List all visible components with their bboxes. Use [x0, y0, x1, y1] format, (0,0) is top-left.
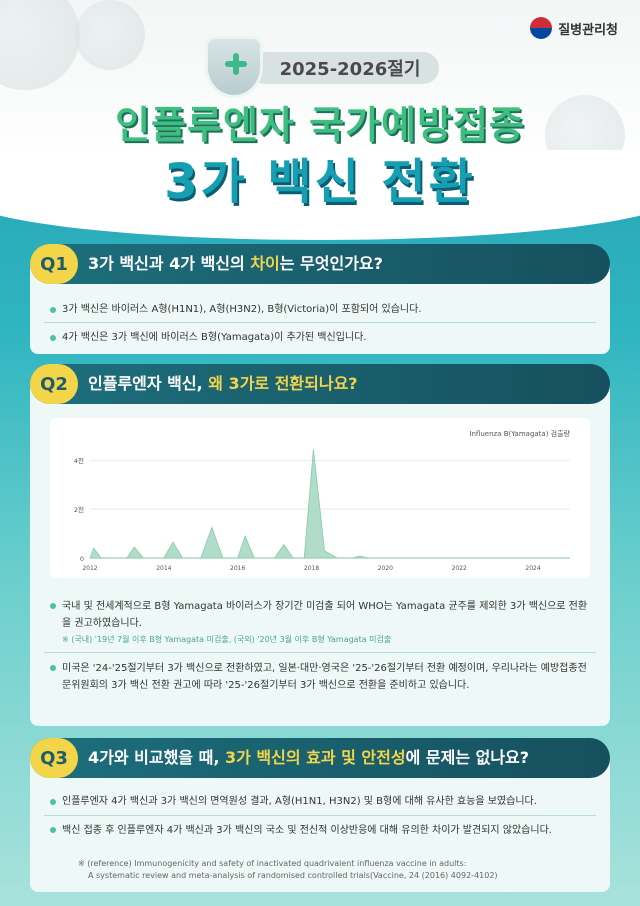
q3-reference-1: ※ (reference) Immunogenicity and safety … [78, 859, 467, 868]
divider [44, 815, 596, 816]
header-wave [0, 150, 640, 240]
x-tick-label: 2012 [82, 565, 97, 572]
q1-title: 3가 백신과 4가 백신의 차이는 무엇인가요? [88, 244, 383, 284]
q1-bullet-1: 3가 백신은 바이러스 A형(H1N1), A형(H3N2), B형(Victo… [50, 302, 594, 318]
q2-title-highlight: 왜 3가로 전환되나요? [208, 374, 358, 393]
x-tick-label: 2024 [525, 565, 540, 572]
q3-bullet-2: 백신 접종 후 인플루엔자 4가 백신과 3가 백신의 국소 및 전신적 이상반… [50, 822, 594, 839]
q2-bullet-1: 국내 및 전세계적으로 B형 Yamagata 바이러스가 장기간 미검출 되어… [50, 598, 594, 632]
q2-title-part1: 인플루엔자 백신, [88, 374, 209, 393]
logo-text: 질병관리청 [558, 22, 618, 38]
x-tick-label: 2016 [230, 565, 245, 572]
chart-title: Influenza B(Yamagata) 검출량 [469, 429, 570, 438]
q3-reference-2: A systematic review and meta-analysis of… [88, 871, 498, 880]
kdca-logo: 질병관리청 [530, 17, 618, 39]
q1-title-part1: 3가 백신과 4가 백신의 [88, 254, 251, 273]
q2-title: 인플루엔자 백신, 왜 3가로 전환되나요? [88, 364, 358, 404]
q2-header: Q2 인플루엔자 백신, 왜 3가로 전환되나요? [30, 364, 610, 404]
taegeuk-icon [530, 17, 553, 39]
q1-bullet-2: 4가 백신은 3가 백신에 바이러스 B형(Yamagata)이 추가된 백신입… [50, 330, 594, 346]
q3-header: Q3 4가와 비교했을 때, 3가 백신의 효과 및 안전성에 문제는 없나요? [30, 738, 610, 778]
q1-badge: Q1 [30, 244, 78, 284]
page-title-line1: 인플루엔자 국가예방접종 [115, 103, 525, 147]
chart-svg: Influenza B(Yamagata) 검출량 0 2천 4천 2012 2014 20… [74, 429, 571, 572]
q3-title-part2: 에 문제는 없나요? [405, 748, 530, 767]
q3-bullet-1: 인플루엔자 4가 백신과 3가 백신의 면역원성 결과, A형(H1N1, H3… [50, 794, 594, 810]
virus-decoration [75, 0, 145, 70]
season-pill: 2025-2026절기 [249, 52, 439, 84]
q2-badge: Q2 [30, 364, 78, 404]
yamagata-chart: Influenza B(Yamagata) 검출량 0 2천 4천 2012 2014 20… [50, 418, 590, 578]
q1-header: Q1 3가 백신과 4가 백신의 차이는 무엇인가요? [30, 244, 610, 284]
season-label: 2025-2026절기 [205, 36, 445, 98]
divider [44, 322, 596, 323]
shield-icon [205, 36, 263, 98]
y-tick-label: 0 [80, 555, 84, 563]
q1-title-highlight: 차이 [250, 254, 280, 273]
cross-icon [225, 53, 247, 75]
q3-title-highlight: 3가 백신의 효과 및 안전성 [224, 748, 406, 767]
x-tick-label: 2014 [156, 565, 171, 572]
q3-badge: Q3 [30, 738, 78, 778]
x-tick-label: 2022 [452, 565, 467, 572]
divider [44, 652, 596, 653]
x-tick-label: 2018 [304, 565, 319, 572]
q3-title-part1: 4가와 비교했을 때, [88, 748, 225, 767]
page-title-line2: 3가 백신 전환 [164, 154, 476, 210]
y-tick-label: 2천 [74, 505, 84, 514]
area-series [89, 449, 570, 559]
x-tick-label: 2020 [378, 565, 393, 572]
q3-title: 4가와 비교했을 때, 3가 백신의 효과 및 안전성에 문제는 없나요? [88, 738, 529, 778]
q1-title-part2: 는 무엇인가요? [279, 254, 383, 273]
q2-note: ※ (국내) '19년 7월 이후 B형 Yamagata 미검출, (국외) … [62, 635, 392, 644]
q2-bullet-2: 미국은 '24-'25절기부터 3가 백신으로 전환하였고, 일본·대만·영국은… [50, 660, 594, 694]
y-tick-label: 4천 [74, 456, 84, 465]
